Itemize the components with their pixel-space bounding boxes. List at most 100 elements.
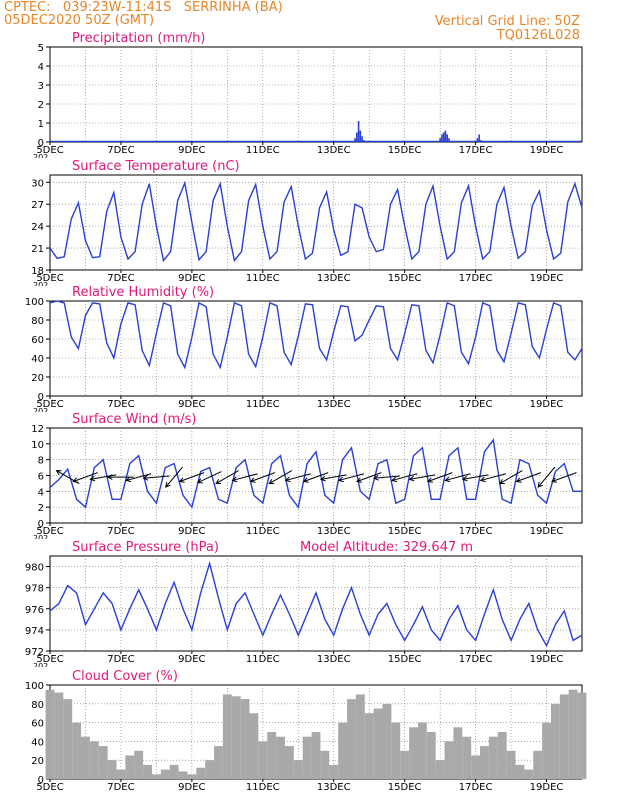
panel-1-ytick-label: 4 [38,62,44,73]
header-model-code: TQ0126L028 [496,28,580,43]
wind-vector [73,472,98,482]
cloud-bar [54,692,64,779]
panel-1-xtick-label: 15DEC [388,145,422,156]
cloud-bar [302,736,312,779]
cloud-bar [355,694,365,779]
panel-2-frame [49,174,583,271]
panel-2-ytick-label: 27 [31,200,44,211]
panel-4-xtick-label: 5DEC [36,526,63,537]
panel-2-xtick-label: 5DEC [36,273,63,284]
panel-5-frame [49,555,583,652]
cloud-bar [364,713,374,779]
wind-vector-head [249,477,256,483]
panel-5-xtick-label: 17DEC [459,654,493,665]
wind-vector [480,473,507,481]
panel-6-xtick-label: 17DEC [459,782,493,793]
panel-6-xtick-label: 13DEC [317,782,351,793]
precip-bar [361,136,363,142]
cloud-bar [311,732,321,779]
panel-3-xtick-label: 7DEC [107,399,134,410]
cloud-bar [435,760,445,779]
wind-vector [285,473,311,481]
cloud-bar [568,689,578,779]
panel-3-year-label: 202 [33,407,48,416]
panel-1-xtick-label: 5DEC [36,145,63,156]
panel-6-ytick-label: 40 [31,737,44,748]
cloud-bar [506,750,516,779]
cloud-bar [81,736,90,779]
cloud-bar [160,769,170,779]
cloud-bar [116,769,126,779]
panel-6-ytick-label: 0 [38,775,44,786]
cloud-bar [382,703,392,779]
panel-4-ytick-label: 2 [38,503,44,514]
wind-vector-head [196,478,203,484]
panel-6-xtick-label: 7DEC [107,782,134,793]
precip-bar [354,138,356,142]
wind-vector [427,472,453,482]
wind-vector-head [268,479,275,485]
cloud-bar [400,750,410,779]
panel-6-title: Cloud Cover (%) [72,669,178,684]
wind-vector-head [479,476,486,483]
panel-1-xtick-label: 19DEC [530,145,564,156]
cloud-bar [444,741,454,779]
wind-vector [537,466,556,488]
cloud-bar [178,771,188,779]
wind-vector-head [106,474,113,480]
wind-vector [250,472,276,482]
panel-3-ytick-label: 60 [31,335,44,346]
panel-6-ytick-label: 100 [25,681,44,692]
wind-vector-head [215,479,222,485]
panel-2-xtick-label: 11DEC [246,273,280,284]
panel-1-xtick-label: 17DEC [459,145,493,156]
panel-1-ytick-label: 0 [38,138,44,149]
cloud-bar [488,736,498,779]
panel-4-ytick-label: 12 [31,424,44,435]
cloud-bar [417,722,427,779]
cloud-bar [258,741,268,779]
cloud-bar [284,746,294,779]
panel-2-title: Surface Temperature (nC) [72,159,240,174]
wind-vector-head [337,476,344,483]
header-date: 05DEC2020 50Z (GMT) [4,13,155,28]
cloud-bar [187,774,197,779]
wind-vector-head [89,475,96,482]
panel-5-ytick-label: 980 [25,563,44,574]
panel-5-year-label: 202 [33,662,48,671]
wind-vector [197,471,222,484]
panel-4-year-label: 202 [33,534,48,543]
panel-2-xtick-label: 17DEC [459,273,493,284]
panel-6-ytick-label: 60 [31,719,44,730]
cloud-bar [338,722,348,779]
precip-bar [439,138,441,142]
panel-2-xtick-label: 9DEC [178,273,205,284]
panel-3-ytick-label: 0 [38,392,44,403]
precip-bar [355,132,358,142]
panel-1-ytick-label: 3 [38,81,44,92]
panel-1-xtick-label: 7DEC [107,145,134,156]
wind-vector-head [125,476,132,483]
panel-1-ytick-label: 5 [38,43,44,54]
precip-bar [359,130,362,142]
cloud-bar [151,774,161,779]
panel-4-xtick-label: 17DEC [459,526,493,537]
panel-6-xtick-label: 15DEC [388,782,422,793]
panel-2-series-line [49,180,583,263]
wind-vector [90,474,117,480]
cloud-bar [373,708,383,779]
panel-4-title: Surface Wind (m/s) [72,412,196,427]
panel-1-year-label: 202 [33,153,48,162]
cloud-bar [347,699,356,779]
panel-6-xtick-label: 19DEC [530,782,564,793]
wind-vector-head [178,477,185,483]
cloud-bar [169,764,179,779]
panel-4-xtick-label: 13DEC [317,526,351,537]
panel-3-ytick-label: 20 [31,373,44,384]
panel-1-title: Precipitation (mm/h) [72,31,205,46]
precip-bar [357,121,360,142]
panel-1-ytick-label: 1 [38,119,44,130]
cloud-bar [205,760,215,779]
cloud-bar [45,689,55,779]
panel-2-ytick-label: 24 [31,222,44,233]
